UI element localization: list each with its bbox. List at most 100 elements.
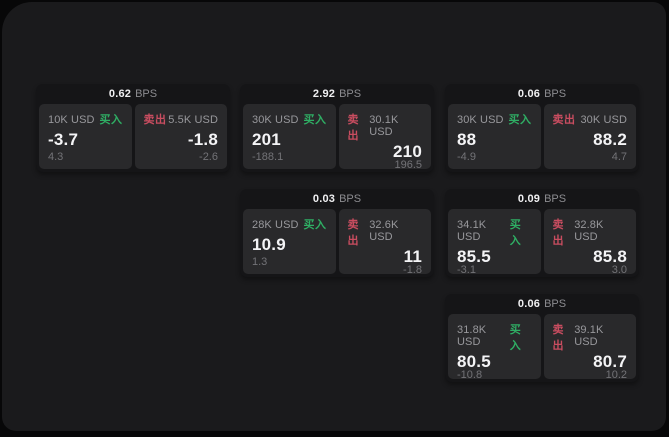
sell-price: 11 xyxy=(403,247,422,266)
sell-amount: 30.1K USD xyxy=(369,114,399,138)
sell-panel[interactable]: 卖出 5.5K USD -1.8 -2.6 xyxy=(134,104,227,169)
bps-unit-label: BPS xyxy=(339,193,362,205)
bps-header: 0.06 BPS xyxy=(448,84,636,104)
sell-side-label: 卖出 xyxy=(552,114,576,126)
buy-panel-top: 28K USD 买入 xyxy=(252,216,327,232)
buy-amount: 34.1K USD xyxy=(457,219,487,243)
buy-change: -10.8 xyxy=(457,369,483,381)
sell-panel-top: 卖出 39.1K USD xyxy=(553,321,628,353)
quote-panels: 10K USD 买入 -3.7 4.3 卖出 5.5K USD -1.8 -2.… xyxy=(39,104,227,169)
sell-amount: 30K USD xyxy=(580,114,627,126)
sell-price: -1.8 xyxy=(187,130,218,149)
quote-panels: 28K USD 买入 10.9 1.3 卖出 32.6K USD 11 -1.8 xyxy=(243,209,431,276)
sell-panel-top: 卖出 30.1K USD xyxy=(348,111,423,143)
sell-change: 4.7 xyxy=(611,151,627,163)
sell-amount: 5.5K USD xyxy=(168,114,218,126)
buy-price: -3.7 xyxy=(48,130,79,149)
quote-card: 0.06 BPS 31.8K USD 买入 80.5 -10.8 卖出 39.1… xyxy=(445,294,639,382)
sell-price: 80.7 xyxy=(593,352,627,371)
sell-amount: 32.6K USD xyxy=(369,219,399,243)
sell-price: 88.2 xyxy=(593,130,627,149)
bps-unit-label: BPS xyxy=(544,193,567,205)
sell-side-label: 卖出 xyxy=(347,219,359,247)
bps-value: 0.03 xyxy=(312,193,336,205)
buy-panel[interactable]: 34.1K USD 买入 85.5 -3.1 xyxy=(448,209,541,276)
bps-value: 0.06 xyxy=(517,88,541,100)
quote-board: 0.62 BPS 10K USD 买入 -3.7 4.3 卖出 5.5K USD… xyxy=(2,2,666,431)
app-window: 0.62 BPS 10K USD 买入 -3.7 4.3 卖出 5.5K USD… xyxy=(2,2,666,431)
quote-card: 0.62 BPS 10K USD 买入 -3.7 4.3 卖出 5.5K USD… xyxy=(36,84,230,172)
sell-panel[interactable]: 卖出 30.1K USD 210 196.5 xyxy=(338,104,431,171)
sell-side-label: 卖出 xyxy=(347,114,359,142)
sell-amount: 39.1K USD xyxy=(574,324,604,348)
bps-value: 2.92 xyxy=(312,88,336,100)
sell-change: 196.5 xyxy=(394,159,422,171)
buy-panel[interactable]: 28K USD 买入 10.9 1.3 xyxy=(243,209,336,274)
sell-side-label: 卖出 xyxy=(552,324,564,352)
buy-side-label: 买入 xyxy=(303,219,327,231)
sell-panel-top: 卖出 32.8K USD xyxy=(553,216,628,248)
bps-unit-label: BPS xyxy=(339,88,362,100)
quote-card: 0.06 BPS 30K USD 买入 88 -4.9 卖出 30K USD 8… xyxy=(445,84,639,172)
sell-panel-top: 卖出 5.5K USD xyxy=(144,111,219,127)
buy-panel-top: 10K USD 买入 xyxy=(48,111,123,127)
buy-panel-top: 30K USD 买入 xyxy=(252,111,327,127)
quote-panels: 30K USD 买入 88 -4.9 卖出 30K USD 88.2 4.7 xyxy=(448,104,636,169)
buy-panel-top: 34.1K USD 买入 xyxy=(457,216,532,248)
buy-panel[interactable]: 31.8K USD 买入 80.5 -10.8 xyxy=(448,314,541,381)
buy-change: -188.1 xyxy=(252,151,284,163)
bps-header: 0.09 BPS xyxy=(448,189,636,209)
buy-side-label: 买入 xyxy=(509,219,522,247)
quote-card: 0.09 BPS 34.1K USD 买入 85.5 -3.1 卖出 32.8K… xyxy=(445,189,639,277)
buy-price: 201 xyxy=(252,130,281,149)
sell-panel[interactable]: 卖出 32.6K USD 11 -1.8 xyxy=(338,209,431,276)
sell-panel-top: 卖出 32.6K USD xyxy=(348,216,423,248)
buy-price: 85.5 xyxy=(457,247,491,266)
bps-value: 0.62 xyxy=(108,88,132,100)
sell-panel[interactable]: 卖出 32.8K USD 85.8 3.0 xyxy=(543,209,636,276)
quote-panels: 31.8K USD 买入 80.5 -10.8 卖出 39.1K USD 80.… xyxy=(448,314,636,381)
buy-amount: 31.8K USD xyxy=(457,324,487,348)
buy-price: 88 xyxy=(457,130,477,149)
buy-side-label: 买入 xyxy=(303,114,327,126)
sell-panel[interactable]: 卖出 30K USD 88.2 4.7 xyxy=(543,104,636,169)
sell-panel[interactable]: 卖出 39.1K USD 80.7 10.2 xyxy=(543,314,636,381)
sell-side-label: 卖出 xyxy=(552,219,564,247)
buy-panel[interactable]: 10K USD 买入 -3.7 4.3 xyxy=(39,104,132,169)
sell-side-label: 卖出 xyxy=(143,114,167,126)
quote-card: 0.03 BPS 28K USD 买入 10.9 1.3 卖出 32.6K US… xyxy=(240,189,434,277)
buy-change: 1.3 xyxy=(252,256,268,268)
buy-price: 80.5 xyxy=(457,352,491,371)
buy-side-label: 买入 xyxy=(99,114,123,126)
bps-value: 0.09 xyxy=(517,193,541,205)
buy-amount: 10K USD xyxy=(48,114,95,126)
quote-panels: 30K USD 买入 201 -188.1 卖出 30.1K USD 210 1… xyxy=(243,104,431,171)
quote-card: 2.92 BPS 30K USD 买入 201 -188.1 卖出 30.1K … xyxy=(240,84,434,172)
sell-price: 85.8 xyxy=(593,247,627,266)
bps-header: 0.62 BPS xyxy=(39,84,227,104)
sell-amount: 32.8K USD xyxy=(574,219,604,243)
sell-panel-top: 卖出 30K USD xyxy=(553,111,628,127)
buy-panel-top: 31.8K USD 买入 xyxy=(457,321,532,353)
sell-change: 3.0 xyxy=(611,264,627,276)
sell-price: 210 xyxy=(393,142,422,161)
bps-unit-label: BPS xyxy=(544,298,567,310)
bps-header: 0.03 BPS xyxy=(243,189,431,209)
buy-panel-top: 30K USD 买入 xyxy=(457,111,532,127)
buy-panel[interactable]: 30K USD 买入 88 -4.9 xyxy=(448,104,541,169)
buy-change: -4.9 xyxy=(457,151,476,163)
bps-unit-label: BPS xyxy=(135,88,158,100)
buy-amount: 30K USD xyxy=(457,114,504,126)
buy-change: 4.3 xyxy=(48,151,64,163)
sell-change: 10.2 xyxy=(605,369,627,381)
bps-value: 0.06 xyxy=(517,298,541,310)
buy-price: 10.9 xyxy=(252,235,286,254)
buy-amount: 28K USD xyxy=(252,219,299,231)
bps-header: 2.92 BPS xyxy=(243,84,431,104)
buy-amount: 30K USD xyxy=(252,114,299,126)
buy-panel[interactable]: 30K USD 买入 201 -188.1 xyxy=(243,104,336,169)
buy-side-label: 买入 xyxy=(508,114,532,126)
buy-side-label: 买入 xyxy=(509,324,522,352)
bps-unit-label: BPS xyxy=(544,88,567,100)
sell-change: -1.8 xyxy=(403,264,422,276)
